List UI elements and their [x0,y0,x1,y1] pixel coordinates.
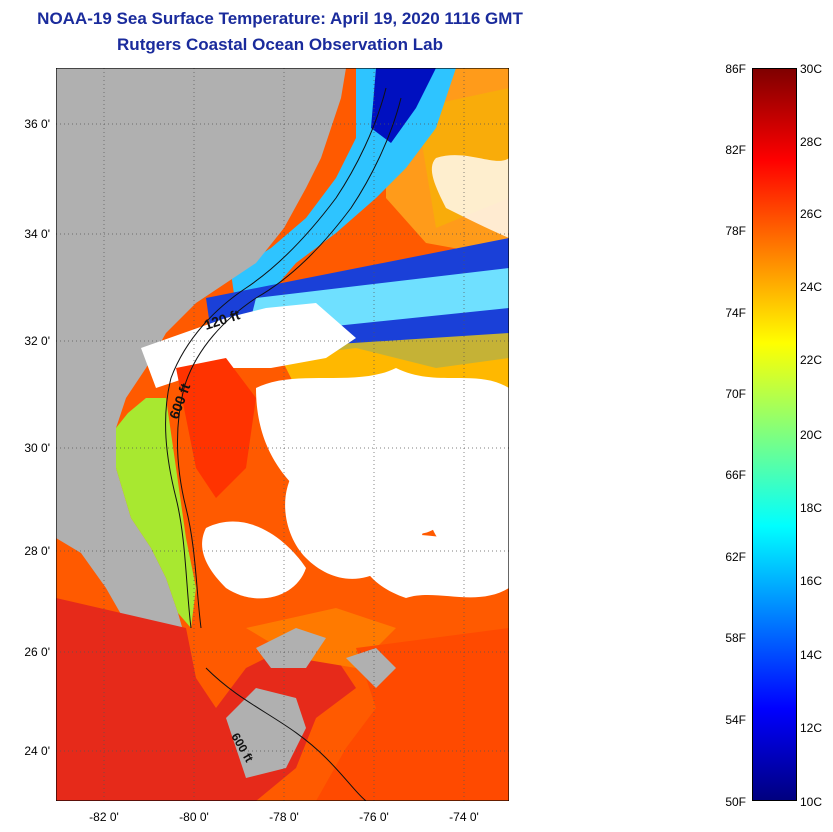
colorbar-fahrenheit-label: 86F [725,62,746,76]
chart-title: NOAA-19 Sea Surface Temperature: April 1… [37,9,523,28]
colorbar-fahrenheit-label: 82F [725,143,746,157]
depth-contour [165,87,387,629]
colorbar-celsius-label: 10C [800,795,823,809]
latitude-label: 34 0' [24,227,50,241]
cloud-cover [202,521,306,599]
colorbar-celsius-label: 20C [800,428,823,442]
colorbar-celsius-label: 18C [800,501,823,515]
sst-map: 120 ft 600 ft 600 ft [56,68,509,801]
colorbar-celsius-label: 16C [800,574,823,588]
longitude-label: -80 0' [179,810,209,824]
colorbar-fahrenheit-label: 62F [725,550,746,564]
temperature-colorbar [752,68,797,801]
longitude-label: -78 0' [269,810,299,824]
colorbar-celsius-label: 12C [800,721,823,735]
colorbar-celsius-label: 28C [800,135,823,149]
depth-contour [176,97,402,629]
colorbar-fahrenheit-label: 58F [725,631,746,645]
island [346,648,396,688]
colorbar-fahrenheit-label: 66F [725,468,746,482]
land-mass [56,68,346,693]
cloud-cover [356,533,509,598]
latitude-label: 32 0' [24,334,50,348]
latitude-label: 28 0' [24,544,50,558]
warm-water-region [176,358,256,498]
longitude-label: -76 0' [359,810,389,824]
colorbar-celsius-label: 30C [800,62,823,76]
depth-contour [205,667,367,801]
cloud-cover [431,155,509,238]
island [226,688,306,778]
island [256,628,326,668]
colorbar-fahrenheit-label: 78F [725,224,746,238]
colorbar-fahrenheit-label: 70F [725,387,746,401]
colorbar-fahrenheit-label: 54F [725,713,746,727]
latitude-label: 24 0' [24,744,50,758]
colorbar-celsius-label: 26C [800,207,823,221]
chart-subtitle: Rutgers Coastal Ocean Observation Lab [117,35,443,54]
cold-water-region [116,398,196,628]
latitude-label: 36 0' [24,117,50,131]
latitude-label: 30 0' [24,441,50,455]
colorbar-fahrenheit-label: 50F [725,795,746,809]
longitude-label: -74 0' [449,810,479,824]
latitude-label: 26 0' [24,645,50,659]
colorbar-celsius-label: 22C [800,353,823,367]
colorbar-celsius-label: 14C [800,648,823,662]
longitude-label: -82 0' [89,810,119,824]
cold-water-region [371,68,436,143]
colorbar-celsius-label: 24C [800,280,823,294]
colorbar-fahrenheit-label: 74F [725,306,746,320]
